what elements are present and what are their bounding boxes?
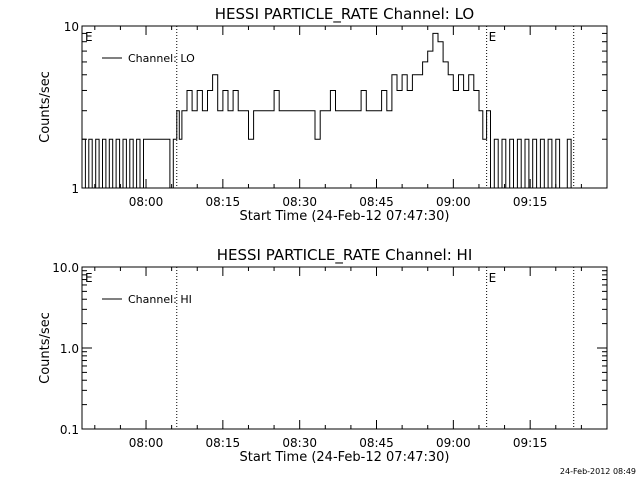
series-line (82, 32, 572, 189)
y-tick-label: 1 (71, 182, 79, 196)
legend-label: Channel: LO (128, 52, 195, 65)
x-tick-label: 08:30 (282, 436, 317, 450)
plot-frame (81, 266, 608, 430)
event-mark: E (489, 271, 497, 285)
y-tick-label: 0.1 (60, 423, 79, 437)
x-tick-label: 08:15 (206, 195, 241, 209)
x-tick-label: 08:45 (359, 195, 394, 209)
y-axis-label: Counts/sec (38, 71, 53, 143)
chart-title: HESSI PARTICLE_RATE Channel: LO (215, 5, 474, 24)
legend-label: Channel: HI (128, 293, 192, 306)
x-tick-label: 09:15 (513, 436, 548, 450)
y-tick-label: 10.0 (52, 261, 79, 275)
y-tick-label: 10 (64, 20, 79, 34)
plot-frame (81, 25, 608, 189)
timestamp-footer: 24-Feb-2012 08:49 (560, 467, 636, 476)
x-tick-label: 08:00 (129, 436, 164, 450)
x-axis-label: Start Time (24-Feb-12 07:47:30) (240, 209, 450, 224)
event-mark: E (489, 30, 497, 44)
x-tick-label: 08:00 (129, 195, 164, 209)
chart-panel-2: HESSI PARTICLE_RATE Channel: HI 08:00 08:1… (38, 246, 608, 465)
x-axis-label: Start Time (24-Feb-12 07:47:30) (240, 450, 450, 465)
chart-title: HESSI PARTICLE_RATE Channel: HI (217, 246, 473, 265)
x-tick-label: 08:15 (206, 436, 241, 450)
y-axis-label: Counts/sec (38, 312, 53, 384)
x-tick-label: 09:00 (436, 195, 471, 209)
event-mark: E (85, 271, 93, 285)
chart-panel-1: HESSI PARTICLE_RATE Channel: LO 08:00 08:1… (38, 5, 608, 224)
y-tick-label: 1.0 (60, 342, 79, 356)
x-tick-label: 08:45 (359, 436, 394, 450)
event-mark: E (85, 30, 93, 44)
x-tick-label: 09:00 (436, 436, 471, 450)
x-tick-label: 08:30 (282, 195, 317, 209)
x-tick-label: 09:15 (513, 195, 548, 209)
